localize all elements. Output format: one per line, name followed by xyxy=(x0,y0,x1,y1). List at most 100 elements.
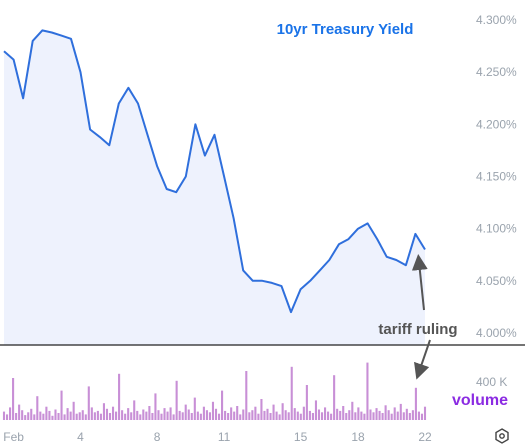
volume-bar xyxy=(411,410,414,420)
x-tick-label: 15 xyxy=(294,430,308,444)
volume-bar xyxy=(402,412,405,420)
volume-bar xyxy=(72,401,75,420)
volume-bar xyxy=(417,411,420,420)
volume-bar xyxy=(420,413,424,420)
annotation-label: tariff ruling xyxy=(378,321,457,338)
volume-bar xyxy=(405,408,408,420)
volume-bar xyxy=(314,400,318,420)
volume-bar xyxy=(93,412,96,420)
volume-bar xyxy=(275,411,278,420)
volume-bar xyxy=(30,408,33,420)
volume-bar xyxy=(202,406,205,420)
x-tick-layer: Feb 4 8 11 15 18 22 xyxy=(3,430,432,444)
volume-bar xyxy=(166,411,169,420)
volume-bar xyxy=(105,408,109,420)
volume-bar xyxy=(75,413,78,420)
volume-bar xyxy=(87,386,90,420)
x-tick-label: 4 xyxy=(77,430,84,444)
volume-bar xyxy=(345,413,348,420)
volume-bar xyxy=(393,407,396,420)
volume-bar xyxy=(305,385,308,420)
volume-bar xyxy=(260,399,263,420)
volume-bar xyxy=(36,396,39,420)
volume-bar xyxy=(178,410,181,420)
volume-bar xyxy=(396,411,399,420)
volume-bar xyxy=(269,413,272,420)
volume-bar xyxy=(193,397,196,420)
volume-bar xyxy=(242,409,245,420)
volume-bar xyxy=(339,410,342,420)
x-tick-label: Feb xyxy=(3,430,24,444)
volume-bar xyxy=(48,410,51,420)
volume-bar xyxy=(263,410,266,420)
x-tick-label: 8 xyxy=(154,430,161,444)
x-tick-label: 11 xyxy=(218,430,231,444)
volume-bar xyxy=(408,413,411,420)
volume-bar xyxy=(57,413,60,420)
volume-bar xyxy=(24,415,27,420)
volume-bar xyxy=(354,412,357,420)
volume-bar xyxy=(387,410,390,420)
volume-bar xyxy=(308,410,311,420)
volume-bar xyxy=(320,412,324,420)
volume-bar xyxy=(115,411,118,420)
volume-bar xyxy=(284,410,287,420)
x-tick-label: 22 xyxy=(418,430,432,444)
volume-bar xyxy=(63,414,66,420)
y-tick-label: 4.300% xyxy=(476,13,517,27)
volume-bar xyxy=(96,410,99,420)
volume-bar xyxy=(81,410,84,420)
volume-bar xyxy=(384,405,387,420)
price-line-layer xyxy=(3,29,426,314)
volume-bar xyxy=(348,410,351,420)
volume-bar xyxy=(217,413,221,420)
y-tick-label: 4.250% xyxy=(476,65,517,79)
volume-bar xyxy=(130,412,133,420)
volume-bar xyxy=(293,408,296,420)
y-tick-label: 4.200% xyxy=(476,117,517,131)
volume-bar xyxy=(111,406,115,420)
volume-bar xyxy=(5,414,9,420)
volume-bar xyxy=(399,403,402,420)
volume-bar xyxy=(15,413,18,420)
volume-bar xyxy=(205,410,208,420)
volume-bar xyxy=(139,414,142,420)
volume-bar xyxy=(66,408,69,420)
volume-bar xyxy=(33,414,36,420)
volume-bar xyxy=(266,408,269,420)
price-area-layer xyxy=(4,30,425,346)
volume-bar xyxy=(45,406,48,420)
volume-bar xyxy=(99,413,102,420)
y-tick-label: 4.100% xyxy=(476,222,517,236)
volume-bar xyxy=(163,408,166,420)
volume-bar xyxy=(108,413,112,420)
volume-bar xyxy=(299,413,302,420)
volume-bar xyxy=(414,387,417,420)
volume-bar xyxy=(12,378,15,420)
volume-bar xyxy=(51,415,54,420)
volume-bar xyxy=(21,410,24,420)
volume-bar xyxy=(78,412,81,420)
volume-bar xyxy=(245,371,248,420)
volume-bar xyxy=(148,406,151,420)
volume-bar xyxy=(175,380,178,420)
annotation-arrows xyxy=(411,254,431,380)
volume-bar xyxy=(311,413,314,420)
volume-bar xyxy=(42,413,45,420)
volume-bar xyxy=(196,411,199,420)
price-area xyxy=(4,30,425,346)
settings-icon-center xyxy=(499,433,505,439)
volume-bar xyxy=(290,366,293,420)
y-tick-layer: 4.000% 4.050% 4.100% 4.150% 4.200% 4.250% 4.30… xyxy=(476,13,517,340)
volume-bar xyxy=(278,414,281,420)
volume-bar xyxy=(324,407,327,420)
volume-bar xyxy=(330,413,333,420)
volume-bar xyxy=(327,411,330,420)
price-line xyxy=(3,29,426,314)
volume-bar xyxy=(272,404,275,420)
settings-icon[interactable] xyxy=(494,428,510,444)
volume-bar xyxy=(369,409,372,420)
volume-bar xyxy=(333,375,336,420)
volume-bar xyxy=(54,409,57,420)
